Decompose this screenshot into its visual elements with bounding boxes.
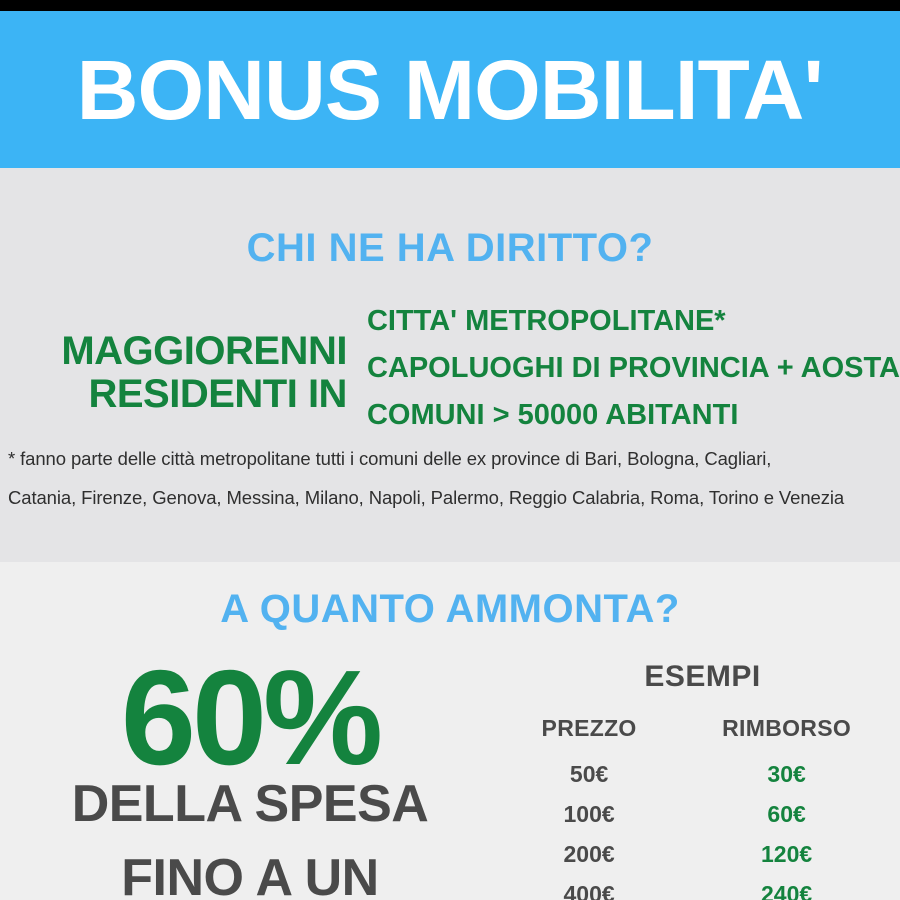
cell-prezzo: 100€ (563, 800, 615, 827)
eligibility-category-3: COMUNI > 50000 ABITANTI (366, 398, 739, 431)
eligibility-body: MAGGIORENNI RESIDENTI IN CITTA' METROPOL… (0, 298, 900, 439)
header-banner: BONUS MOBILITA' (0, 11, 900, 168)
column-header-prezzo: PREZZO (541, 715, 637, 741)
eligibility-lead: MAGGIORENNI RESIDENTI IN (0, 298, 347, 416)
top-black-bar (0, 0, 900, 11)
eligibility-footnote: * fanno parte delle città metropolitane … (8, 440, 898, 518)
eligibility-category-2: CAPOLUOGHI DI PROVINCIA + AOSTA (366, 351, 900, 384)
examples-block: ESEMPI PREZZO RIMBORSO 50€ 30€ 100€ 60 (505, 660, 900, 900)
table-row: 100€ 60€ (505, 794, 900, 834)
table-row: 400€ 240€ (505, 874, 900, 900)
cell-rimborso: 60€ (767, 800, 806, 827)
section-eligibility: CHI NE HA DIRITTO? MAGGIORENNI RESIDENTI… (0, 168, 900, 562)
percent-subtitle-spesa: DELLA SPESA (71, 775, 429, 834)
footnote-line-2: Catania, Firenze, Genova, Messina, Milan… (8, 486, 845, 508)
cell-prezzo: 50€ (569, 760, 609, 787)
percent-subtitle-fino-a-un: FINO A UN (121, 849, 379, 900)
examples-title: ESEMPI (644, 660, 761, 693)
eligibility-lead-line-2: RESIDENTI IN (88, 372, 347, 417)
amount-percent-block: 60% DELLA SPESA FINO A UN (0, 642, 500, 900)
table-header-row: PREZZO RIMBORSO (505, 714, 900, 754)
eligibility-category-1: CITTA' METROPOLITANE* (366, 305, 726, 337)
section-amount: A QUANTO AMMONTA? 60% DELLA SPESA FINO A… (0, 562, 900, 900)
footnote-line-1: * fanno parte delle città metropolitane … (8, 448, 772, 469)
examples-table: PREZZO RIMBORSO 50€ 30€ 100€ 60€ 200€ (505, 714, 900, 900)
cell-prezzo: 400€ (563, 880, 615, 900)
examples-table-body: 50€ 30€ 100€ 60€ 200€ 120€ 400€ 240€ (505, 754, 900, 900)
eligibility-lead-line-1: MAGGIORENNI (61, 329, 347, 373)
cell-rimborso: 30€ (767, 760, 806, 787)
eligibility-heading: CHI NE HA DIRITTO? (246, 226, 654, 270)
eligibility-category-list: CITTA' METROPOLITANE* CAPOLUOGHI DI PROV… (367, 298, 900, 439)
cell-rimborso: 120€ (761, 840, 813, 867)
cell-rimborso: 240€ (761, 880, 813, 900)
amount-heading: A QUANTO AMMONTA? (220, 587, 680, 631)
column-header-rimborso: RIMBORSO (722, 715, 852, 741)
table-row: 50€ 30€ (505, 754, 900, 794)
percent-figure: 60% (120, 642, 383, 793)
cell-prezzo: 200€ (563, 840, 615, 867)
table-row: 200€ 120€ (505, 834, 900, 874)
page-title: BONUS MOBILITA' (76, 42, 824, 137)
